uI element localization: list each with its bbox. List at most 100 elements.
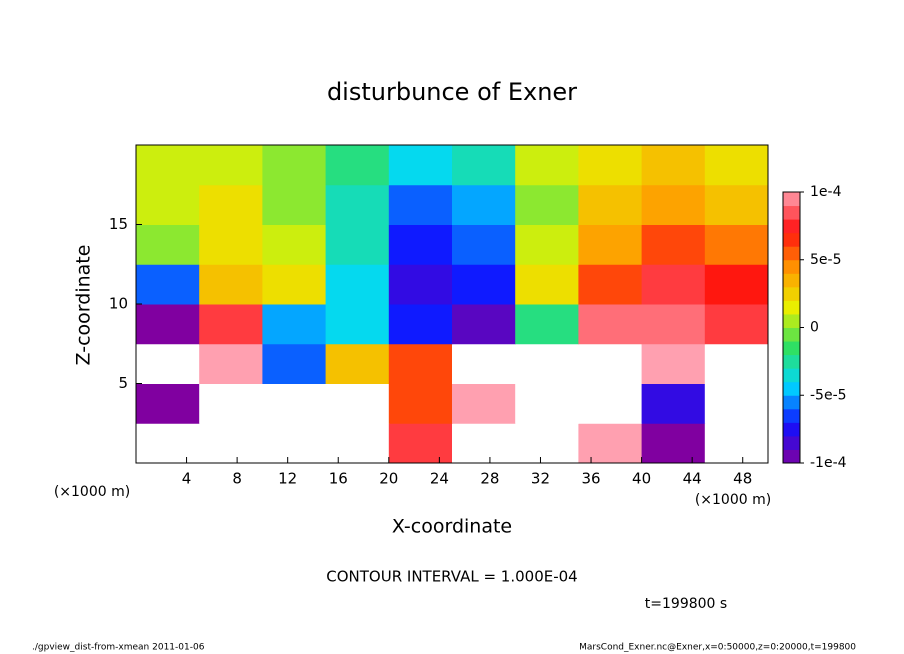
heat-cell	[388, 423, 453, 464]
colorbar-band	[783, 246, 800, 261]
x-tick-label: 28	[480, 470, 499, 488]
heat-cell	[199, 423, 263, 464]
heat-cell	[199, 383, 263, 424]
heat-cell	[452, 383, 516, 424]
heat-cell	[388, 145, 453, 186]
colorbar-band	[783, 381, 800, 396]
heat-cell	[388, 343, 453, 384]
heat-cell	[515, 343, 579, 384]
heat-cell	[325, 383, 390, 424]
x-tick-label: 8	[232, 470, 242, 488]
heat-cell	[578, 264, 643, 305]
heat-cell	[325, 184, 390, 225]
heat-cell	[199, 184, 263, 225]
heat-cell	[262, 145, 327, 186]
x-tick-label: 12	[278, 470, 297, 488]
heat-cell	[136, 383, 200, 424]
colorbar-band	[783, 435, 800, 450]
y-tick-label: 15	[109, 215, 128, 233]
x-unit-label: (×1000 m)	[54, 484, 130, 500]
heat-cell	[515, 145, 579, 186]
chart-title: disturbunce of Exner	[327, 78, 577, 106]
heat-cell	[515, 423, 579, 464]
heat-cell	[388, 383, 453, 424]
heat-cell	[515, 184, 579, 225]
footer-right: MarsCond_Exner.nc@Exner,x=0:50000,z=0:20…	[579, 643, 856, 653]
footer-left: ./gpview_dist-from-xmean 2011-01-06	[32, 643, 205, 653]
heat-cell	[641, 383, 706, 424]
heat-cell	[641, 224, 706, 265]
heat-cell	[136, 343, 200, 384]
heat-cell	[136, 145, 200, 186]
heat-cell	[641, 423, 706, 464]
heat-cell	[578, 343, 643, 384]
heat-cell	[704, 343, 769, 384]
heat-cell	[136, 184, 200, 225]
colorbar-band	[783, 192, 800, 207]
heat-cell	[515, 264, 579, 305]
heat-cell	[262, 343, 327, 384]
heat-cell	[452, 304, 516, 345]
colorbar-band	[783, 327, 800, 342]
heat-cell	[641, 304, 706, 345]
heat-cell	[199, 264, 263, 305]
heat-cell	[578, 224, 643, 265]
x-unit-label: (×1000 m)	[695, 492, 771, 508]
heat-cell	[136, 224, 200, 265]
colorbar-band	[783, 368, 800, 383]
colorbar-band	[783, 313, 800, 328]
colorbar-tick-label: 1e-4	[810, 184, 842, 200]
x-tick-label: 44	[683, 470, 702, 488]
colorbar-band	[783, 422, 800, 437]
x-tick-label: 48	[733, 470, 752, 488]
colorbar-band	[783, 259, 800, 274]
colorbar-band	[783, 205, 800, 220]
heat-cell	[704, 145, 769, 186]
y-tick-label: 5	[118, 374, 128, 392]
heat-cell	[515, 304, 579, 345]
y-tick-label: 10	[109, 295, 128, 313]
x-tick-label: 16	[329, 470, 348, 488]
colorbar-band	[783, 449, 800, 464]
heat-cell	[388, 264, 453, 305]
heat-cell	[325, 304, 390, 345]
heat-cell	[262, 264, 327, 305]
heat-cell	[325, 423, 390, 464]
x-tick-label: 32	[531, 470, 550, 488]
heat-cell	[704, 304, 769, 345]
heat-cell	[578, 304, 643, 345]
heat-cell	[136, 264, 200, 305]
heat-cell	[325, 343, 390, 384]
heat-cell	[578, 184, 643, 225]
colorbar-tick-label: -5e-5	[810, 387, 847, 403]
x-tick-label: 36	[581, 470, 600, 488]
heat-cell	[388, 304, 453, 345]
colorbar-band	[783, 232, 800, 247]
contour-note: CONTOUR INTERVAL = 1.000E-04	[326, 568, 577, 586]
colorbar-tick-label: -1e-4	[810, 455, 847, 471]
colorbar-band	[783, 219, 800, 234]
colorbar-band	[783, 286, 800, 301]
heat-cell	[262, 304, 327, 345]
heat-cell	[704, 383, 769, 424]
x-tick-label: 20	[379, 470, 398, 488]
heat-cell	[262, 383, 327, 424]
heat-cell	[452, 423, 516, 464]
time-note: t=199800 s	[645, 596, 727, 612]
heat-cell	[704, 264, 769, 305]
heat-cell	[452, 264, 516, 305]
heat-cell	[262, 184, 327, 225]
heat-cell	[452, 184, 516, 225]
colorbar-band	[783, 300, 800, 315]
heat-cell	[388, 224, 453, 265]
heat-cell	[199, 145, 263, 186]
heat-cell	[704, 423, 769, 464]
heat-cell	[136, 304, 200, 345]
heat-cell	[136, 423, 200, 464]
heat-cell	[262, 224, 327, 265]
heat-cell	[578, 423, 643, 464]
colorbar-tick-label: 0	[810, 320, 819, 336]
heat-cell	[641, 343, 706, 384]
heat-cell	[388, 184, 453, 225]
heat-cell	[199, 343, 263, 384]
